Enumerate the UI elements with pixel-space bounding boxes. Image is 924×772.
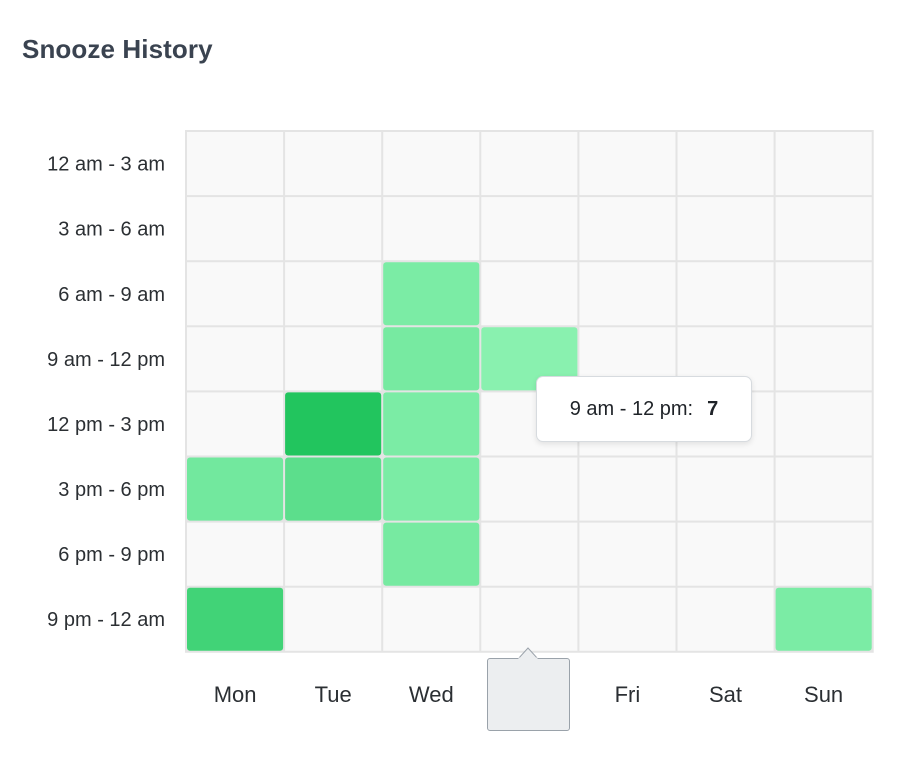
heatmap-cell-tue-4[interactable] <box>285 392 382 456</box>
heatmap-cell-sat-5[interactable] <box>677 457 774 521</box>
x-axis-label-wed: Wed <box>409 682 454 707</box>
heatmap-cell-sun-4[interactable] <box>775 392 872 456</box>
heatmap-cell-thu-2[interactable] <box>481 262 578 326</box>
x-axis-label-fri: Fri <box>615 682 641 707</box>
heatmap-cell-mon-5[interactable] <box>187 457 284 521</box>
heatmap-cell-tue-5[interactable] <box>285 457 382 521</box>
heatmap-cell-thu-3[interactable] <box>481 327 578 391</box>
heatmap-cell-tue-3[interactable] <box>285 327 382 391</box>
x-axis-highlight <box>487 658 570 731</box>
heatmap-cell-wed-4[interactable] <box>383 392 480 456</box>
heatmap-cell-sun-1[interactable] <box>775 197 872 261</box>
tooltip-value: 7 <box>707 397 719 420</box>
heatmap-cell-mon-2[interactable] <box>187 262 284 326</box>
heatmap-cell-sun-7[interactable] <box>775 587 872 651</box>
heatmap-cell-sat-2[interactable] <box>677 262 774 326</box>
y-axis-label: 6 am - 9 am <box>58 284 165 306</box>
tooltip-label: 9 am - 12 pm: <box>569 397 694 420</box>
heatmap-cell-sat-6[interactable] <box>677 522 774 586</box>
heatmap-cell-wed-0[interactable] <box>383 132 480 196</box>
heatmap-cell-mon-6[interactable] <box>187 522 284 586</box>
heatmap-cell-wed-5[interactable] <box>383 457 480 521</box>
y-axis-label: 9 pm - 12 am <box>47 609 165 631</box>
heatmap-cell-sun-3[interactable] <box>775 327 872 391</box>
heatmap-cell-mon-3[interactable] <box>187 327 284 391</box>
heatmap-cell-wed-3[interactable] <box>383 327 480 391</box>
heatmap-cell-wed-2[interactable] <box>383 262 480 326</box>
heatmap-cell-wed-1[interactable] <box>383 197 480 261</box>
heatmap-cell-sat-1[interactable] <box>677 197 774 261</box>
heatmap-cell-tue-2[interactable] <box>285 262 382 326</box>
heatmap-cell-thu-5[interactable] <box>481 457 578 521</box>
x-axis-label-mon: Mon <box>214 682 257 707</box>
heatmap-cell-thu-7[interactable] <box>481 587 578 651</box>
y-axis-label: 12 am - 3 am <box>47 154 165 176</box>
heatmap-cell-tue-0[interactable] <box>285 132 382 196</box>
heatmap-cell-fri-5[interactable] <box>579 457 676 521</box>
heatmap-cell-mon-0[interactable] <box>187 132 284 196</box>
heatmap-cell-fri-0[interactable] <box>579 132 676 196</box>
heatmap-cell-fri-1[interactable] <box>579 197 676 261</box>
heatmap-cell-thu-1[interactable] <box>481 197 578 261</box>
x-axis-label-sat: Sat <box>709 682 742 707</box>
x-axis-label-tue: Tue <box>315 682 352 707</box>
y-axis-label: 6 pm - 9 pm <box>58 544 165 566</box>
heatmap-cell-tue-7[interactable] <box>285 587 382 651</box>
heatmap-cell-thu-6[interactable] <box>481 522 578 586</box>
heatmap-cell-sat-7[interactable] <box>677 587 774 651</box>
heatmap-cell-tue-6[interactable] <box>285 522 382 586</box>
heatmap-cell-mon-7[interactable] <box>187 587 284 651</box>
heatmap-cell-fri-2[interactable] <box>579 262 676 326</box>
heatmap-cell-fri-6[interactable] <box>579 522 676 586</box>
heatmap-cell-sun-0[interactable] <box>775 132 872 196</box>
heatmap-cell-sun-5[interactable] <box>775 457 872 521</box>
heatmap-cell-sun-2[interactable] <box>775 262 872 326</box>
x-axis-label-sun: Sun <box>804 682 843 707</box>
heatmap-cell-mon-4[interactable] <box>187 392 284 456</box>
y-axis-label: 9 am - 12 pm <box>47 349 165 371</box>
heatmap-cell-mon-1[interactable] <box>187 197 284 261</box>
y-axis-label: 3 am - 6 am <box>58 219 165 241</box>
y-axis-label: 3 pm - 6 pm <box>58 479 165 501</box>
y-axis-label: 12 pm - 3 pm <box>47 414 165 436</box>
heatmap-cell-sat-0[interactable] <box>677 132 774 196</box>
heatmap-cell-wed-7[interactable] <box>383 587 480 651</box>
heatmap-cell-wed-6[interactable] <box>383 522 480 586</box>
heatmap-cell-fri-7[interactable] <box>579 587 676 651</box>
chart-title: Snooze History <box>22 34 213 64</box>
heatmap-cell-thu-0[interactable] <box>481 132 578 196</box>
heatmap-cell-sun-6[interactable] <box>775 522 872 586</box>
heatmap-cell-tue-1[interactable] <box>285 197 382 261</box>
x-axis-highlight-pointer <box>518 647 538 659</box>
cell-tooltip: 9 am - 12 pm: 7 <box>536 376 752 442</box>
